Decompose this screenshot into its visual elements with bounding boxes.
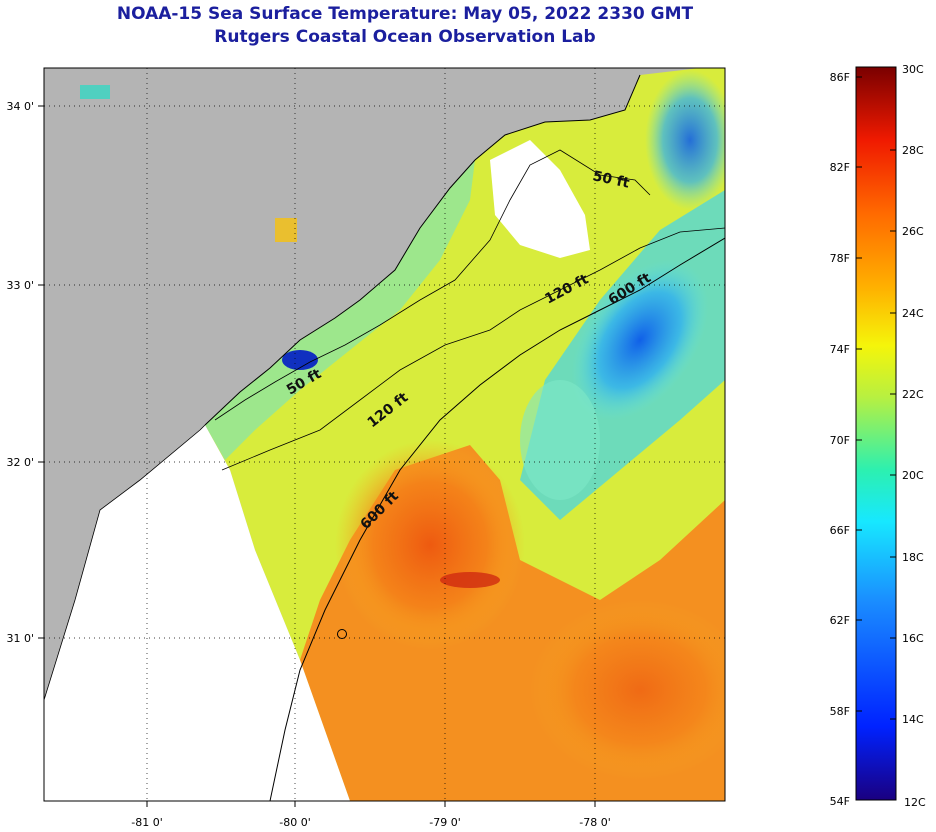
colorbar-f-label: 86F	[830, 71, 850, 84]
no-data-wedge	[44, 425, 350, 801]
colorbar-f-label: 74F	[830, 343, 850, 356]
lon-label: -79 0'	[429, 816, 461, 829]
colorbar-c-label: 20C	[902, 469, 924, 482]
colorbar-c-label: 22C	[902, 388, 924, 401]
colorbar-c-label: 14C	[902, 713, 924, 726]
lon-label: -81 0'	[131, 816, 163, 829]
colorbar-gradient	[855, 66, 897, 801]
contour-120ft	[221, 227, 725, 471]
marker-circle	[337, 629, 347, 639]
colorbar-c-label: 26C	[902, 225, 924, 238]
colorbar-c-label: 30C	[902, 63, 924, 76]
colorbar-c-label: 28C	[902, 144, 924, 157]
graticule	[44, 68, 725, 801]
lat-label: 33 0'	[6, 279, 34, 292]
colorbar-f-label: 82F	[830, 161, 850, 174]
colorbar-c-label: 16C	[902, 632, 924, 645]
depth-label-50ft: 50 ft	[591, 168, 631, 191]
no-data-area	[490, 140, 590, 258]
colorbar: 86F 82F 78F 74F 70F 66F 62F 58F 54F 30C …	[830, 63, 926, 809]
colorbar-f-label: 66F	[830, 524, 850, 537]
contour-600ft	[269, 237, 725, 801]
lon-label: -80 0'	[279, 816, 311, 829]
map-frame	[43, 67, 726, 802]
lon-label: -78 0'	[579, 816, 611, 829]
lat-label: 31 0'	[6, 632, 34, 645]
colorbar-c-label: 12C	[904, 796, 926, 809]
map-subtitle: Rutgers Coastal Ocean Observation Lab	[214, 27, 596, 47]
map-area	[44, 68, 725, 801]
colorbar-c-label: 18C	[902, 551, 924, 564]
colorbar-f-label: 54F	[830, 795, 850, 808]
map-title: NOAA-15 Sea Surface Temperature: May 05,…	[116, 4, 694, 24]
colorbar-f-label: 58F	[830, 705, 850, 718]
lat-label: 32 0'	[6, 456, 34, 469]
contour-50ft	[214, 149, 651, 421]
colorbar-f-label: 70F	[830, 434, 850, 447]
colorbar-f-label: 78F	[830, 252, 850, 265]
lat-label: 34 0'	[6, 100, 34, 113]
colorbar-c-label: 24C	[902, 307, 924, 320]
colorbar-f-label: 62F	[830, 614, 850, 627]
